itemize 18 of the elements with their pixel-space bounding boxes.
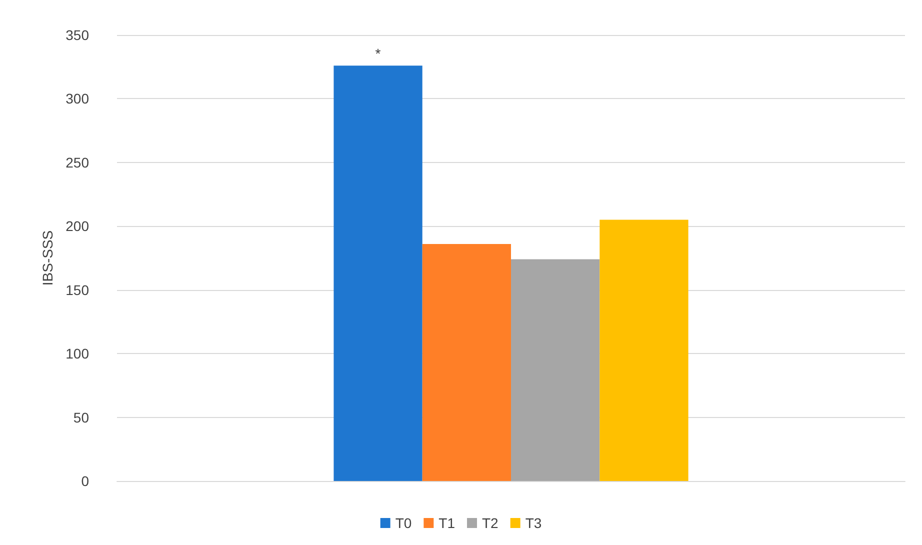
y-tick-label: 50 [73, 409, 90, 426]
y-tick-label: 300 [66, 90, 90, 107]
legend-label: T1 [438, 515, 456, 531]
y-tick-label: 150 [66, 282, 90, 298]
bar [334, 66, 422, 481]
legend-label: T2 [482, 515, 499, 531]
bar [511, 259, 600, 481]
y-tick-label: 200 [66, 218, 90, 234]
annotation: * [375, 46, 382, 62]
y-tick-label: 350 [66, 27, 90, 43]
y-tick-label: 250 [66, 154, 90, 170]
legend-label: T3 [525, 515, 542, 531]
bar [422, 244, 511, 481]
y-tick-label: 100 [66, 346, 90, 362]
bar [600, 220, 688, 481]
y-axis-title: IBS-SSS [40, 230, 56, 286]
y-tick-label: 0 [81, 473, 90, 489]
legend-label: T0 [395, 515, 412, 531]
